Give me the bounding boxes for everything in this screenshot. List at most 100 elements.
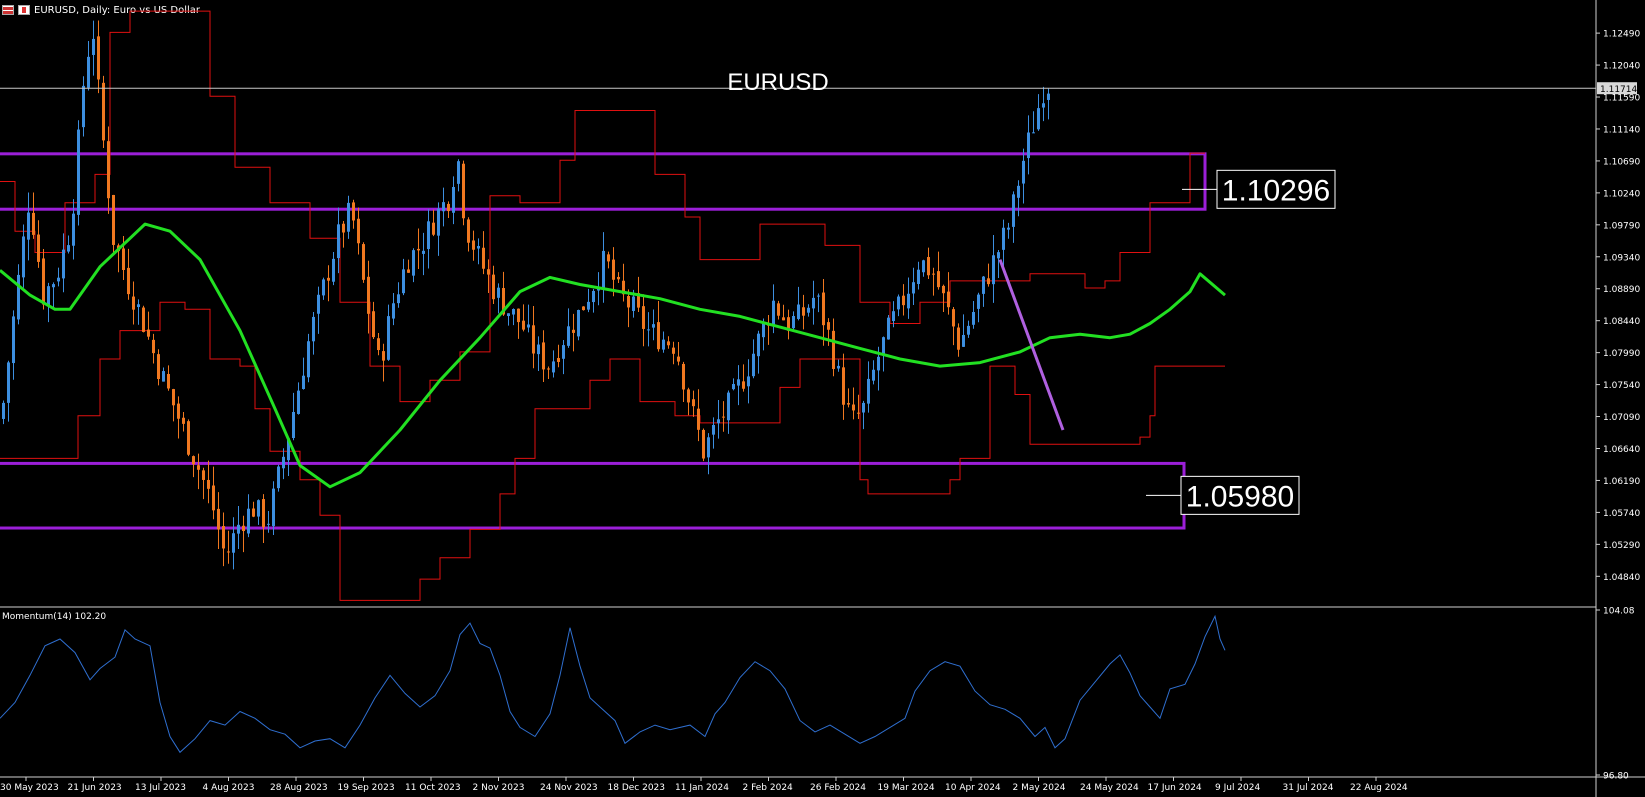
candle bbox=[77, 120, 80, 226]
candle bbox=[27, 192, 30, 261]
time-tick-label: 18 Dec 2023 bbox=[608, 783, 666, 793]
candle bbox=[142, 305, 145, 333]
time-tick-label: 19 Sep 2023 bbox=[338, 783, 395, 793]
candle bbox=[647, 312, 650, 347]
candle bbox=[367, 260, 370, 334]
candle bbox=[202, 467, 205, 500]
candle bbox=[667, 336, 670, 349]
candle bbox=[247, 494, 250, 538]
candle bbox=[337, 207, 340, 274]
candle bbox=[577, 309, 580, 341]
chart-title: EURUSD bbox=[727, 69, 828, 96]
candle bbox=[657, 300, 660, 352]
candle bbox=[977, 292, 980, 323]
candle bbox=[132, 281, 135, 325]
candle bbox=[952, 306, 955, 346]
price-tick-label: 1.06640 bbox=[1603, 445, 1640, 455]
candle bbox=[392, 292, 395, 326]
time-tick-label: 21 Jun 2023 bbox=[68, 783, 122, 793]
candle bbox=[357, 207, 360, 255]
candle bbox=[352, 199, 355, 229]
candle bbox=[842, 353, 845, 420]
candle bbox=[787, 309, 790, 340]
candle bbox=[102, 75, 105, 149]
candle bbox=[652, 309, 655, 341]
candle bbox=[282, 448, 285, 480]
candle bbox=[37, 220, 40, 268]
time-tick-label: 2 Feb 2024 bbox=[743, 783, 794, 793]
candle bbox=[1002, 219, 1005, 267]
candle bbox=[682, 361, 685, 403]
channel-upper-line bbox=[0, 10, 1205, 403]
chart-grid-icon[interactable] bbox=[2, 5, 14, 15]
candle bbox=[752, 339, 755, 379]
price-tick-label: 1.10240 bbox=[1603, 189, 1640, 199]
candle bbox=[402, 258, 405, 296]
candle bbox=[607, 251, 610, 269]
price-tick-label: 1.12040 bbox=[1603, 62, 1640, 72]
chart-type-icon[interactable] bbox=[18, 5, 30, 15]
candle bbox=[512, 308, 515, 326]
candle bbox=[932, 267, 935, 296]
candle bbox=[702, 428, 705, 462]
zone-label-box-2 bbox=[1180, 475, 1300, 515]
candle bbox=[312, 312, 315, 355]
current-price-tag bbox=[1597, 82, 1637, 95]
time-tick-label: 10 Apr 2024 bbox=[945, 783, 1001, 793]
candle bbox=[587, 288, 590, 313]
candle bbox=[22, 224, 25, 288]
price-tick-label: 1.06190 bbox=[1603, 477, 1640, 487]
time-tick-label: 13 Jul 2023 bbox=[135, 783, 186, 793]
candle bbox=[832, 318, 835, 377]
candle bbox=[137, 299, 140, 325]
candle bbox=[307, 333, 310, 383]
candle bbox=[537, 336, 540, 371]
candle bbox=[397, 282, 400, 308]
candle bbox=[12, 310, 15, 380]
candle bbox=[792, 311, 795, 332]
candle bbox=[837, 359, 840, 372]
candle bbox=[857, 394, 860, 419]
candle bbox=[742, 364, 745, 392]
candle bbox=[97, 20, 100, 94]
candle bbox=[847, 388, 850, 408]
candle bbox=[92, 20, 95, 76]
candle bbox=[527, 304, 530, 333]
price-tick-label: 1.08890 bbox=[1603, 285, 1640, 295]
price-tick-label: 1.07090 bbox=[1603, 413, 1640, 423]
candle bbox=[712, 417, 715, 449]
channel-lower-line bbox=[0, 301, 1225, 601]
candle bbox=[807, 304, 810, 317]
candle bbox=[112, 194, 115, 253]
time-tick-label: 11 Jan 2024 bbox=[675, 783, 729, 793]
candle bbox=[962, 314, 965, 348]
time-tick-label: 24 May 2024 bbox=[1080, 783, 1139, 793]
momentum-label: Momentum(14) 102.20 bbox=[2, 612, 107, 622]
candle bbox=[252, 501, 255, 518]
candle bbox=[432, 209, 435, 237]
candle bbox=[327, 265, 330, 302]
candle bbox=[382, 343, 385, 382]
candle bbox=[767, 314, 770, 345]
price-tick-label: 1.05290 bbox=[1603, 541, 1640, 551]
candle bbox=[722, 401, 725, 432]
candle bbox=[707, 433, 710, 475]
candle bbox=[1032, 111, 1035, 134]
candle bbox=[617, 272, 620, 284]
candle bbox=[612, 247, 615, 297]
candle bbox=[467, 217, 470, 252]
candle bbox=[757, 330, 760, 374]
candle bbox=[957, 323, 960, 357]
candle bbox=[872, 360, 875, 385]
candle bbox=[237, 506, 240, 550]
candle bbox=[492, 265, 495, 304]
candle bbox=[812, 280, 815, 325]
candle bbox=[417, 228, 420, 270]
candle bbox=[592, 288, 595, 313]
candle bbox=[192, 455, 195, 478]
candle bbox=[572, 313, 575, 352]
candle bbox=[67, 235, 70, 254]
time-tick-label: 11 Oct 2023 bbox=[405, 783, 461, 793]
time-tick-label: 22 Aug 2024 bbox=[1350, 783, 1408, 793]
